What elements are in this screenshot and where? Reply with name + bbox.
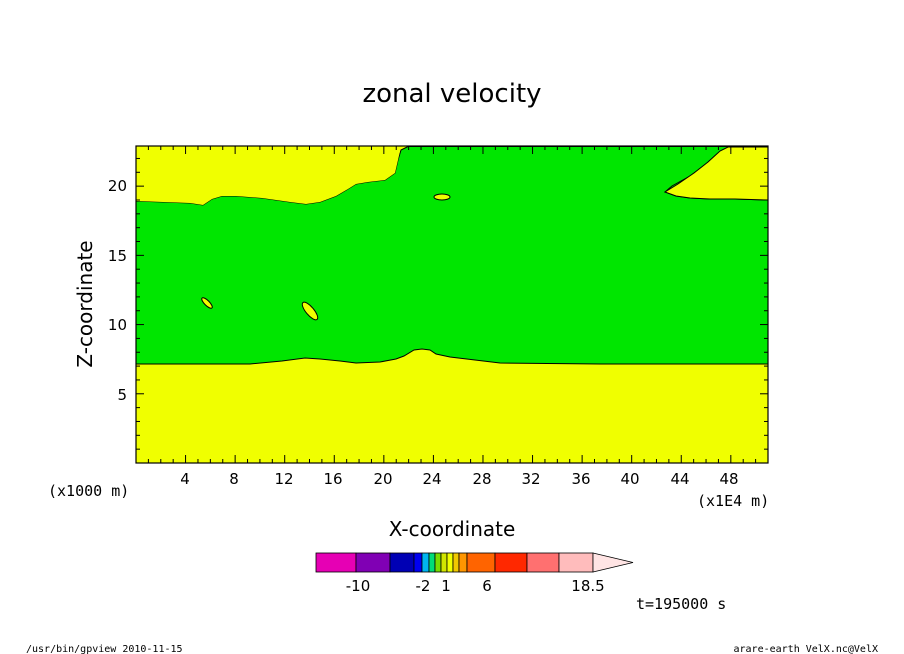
x-tick-label: 36: [571, 470, 590, 488]
y-tick-label: 15: [108, 247, 127, 265]
colorbar-segment: [446, 552, 454, 573]
plot-frame: [135, 145, 769, 464]
colorbar-segment: [428, 552, 436, 573]
colorbar-label: 6: [482, 577, 492, 595]
y-tick-label: 20: [108, 177, 127, 195]
yellow-island-3: [301, 301, 319, 321]
time-label: t=195000 s: [636, 595, 726, 613]
x-tick-label: 12: [274, 470, 293, 488]
yellow-island-1: [433, 193, 451, 201]
y-tick-label: 10: [108, 316, 127, 334]
x-unit-right: (x1E4 m): [697, 492, 769, 510]
x-tick-label: 4: [180, 470, 190, 488]
y-tick-label: 5: [117, 386, 127, 404]
colorbar-segment: [421, 552, 430, 573]
colorbar: [315, 552, 634, 573]
colorbar-segment: [452, 552, 460, 573]
x-tick-label: 48: [719, 470, 738, 488]
colorbar-segment: [558, 552, 594, 573]
x-axis-label: X-coordinate: [389, 517, 516, 541]
colorbar-segment: [389, 552, 415, 573]
yellow-top-left: [136, 146, 401, 205]
x-tick-label: 28: [472, 470, 491, 488]
colorbar-label: -2: [416, 577, 431, 595]
x-tick-label: 40: [620, 470, 639, 488]
x-unit-left: (x1000 m): [48, 482, 129, 500]
footer-right: arare-earth_VelX.nc@VelX: [734, 644, 879, 654]
colorbar-triangle: [592, 552, 634, 573]
footer-left: /usr/bin/gpview 2010-11-15: [26, 644, 183, 654]
colorbar-segment: [434, 552, 442, 573]
x-tick-label: 32: [521, 470, 540, 488]
colorbar-segment: [315, 552, 357, 573]
colorbar-label: -10: [346, 577, 371, 595]
yellow-island-2: [201, 297, 213, 309]
x-tick-label: 20: [373, 470, 392, 488]
colorbar-segment: [355, 552, 391, 573]
x-tick-label: 8: [229, 470, 239, 488]
colorbar-segment: [526, 552, 560, 573]
y-axis-label: Z-coordinate: [73, 240, 97, 367]
x-tick-label: 16: [323, 470, 342, 488]
colorbar-segment: [466, 552, 496, 573]
x-tick-label: 24: [422, 470, 441, 488]
plot-area: [135, 145, 769, 464]
colorbar-segment: [494, 552, 528, 573]
colorbar-segment: [458, 552, 468, 573]
colorbar-segment: [440, 552, 448, 573]
chart-title: zonal velocity: [362, 79, 541, 109]
colorbar-segment: [413, 552, 423, 573]
x-tick-label: 44: [670, 470, 689, 488]
colorbar-label: 18.5: [571, 577, 604, 595]
colorbar-label: 1: [441, 577, 451, 595]
axis-ticks: [136, 146, 769, 463]
